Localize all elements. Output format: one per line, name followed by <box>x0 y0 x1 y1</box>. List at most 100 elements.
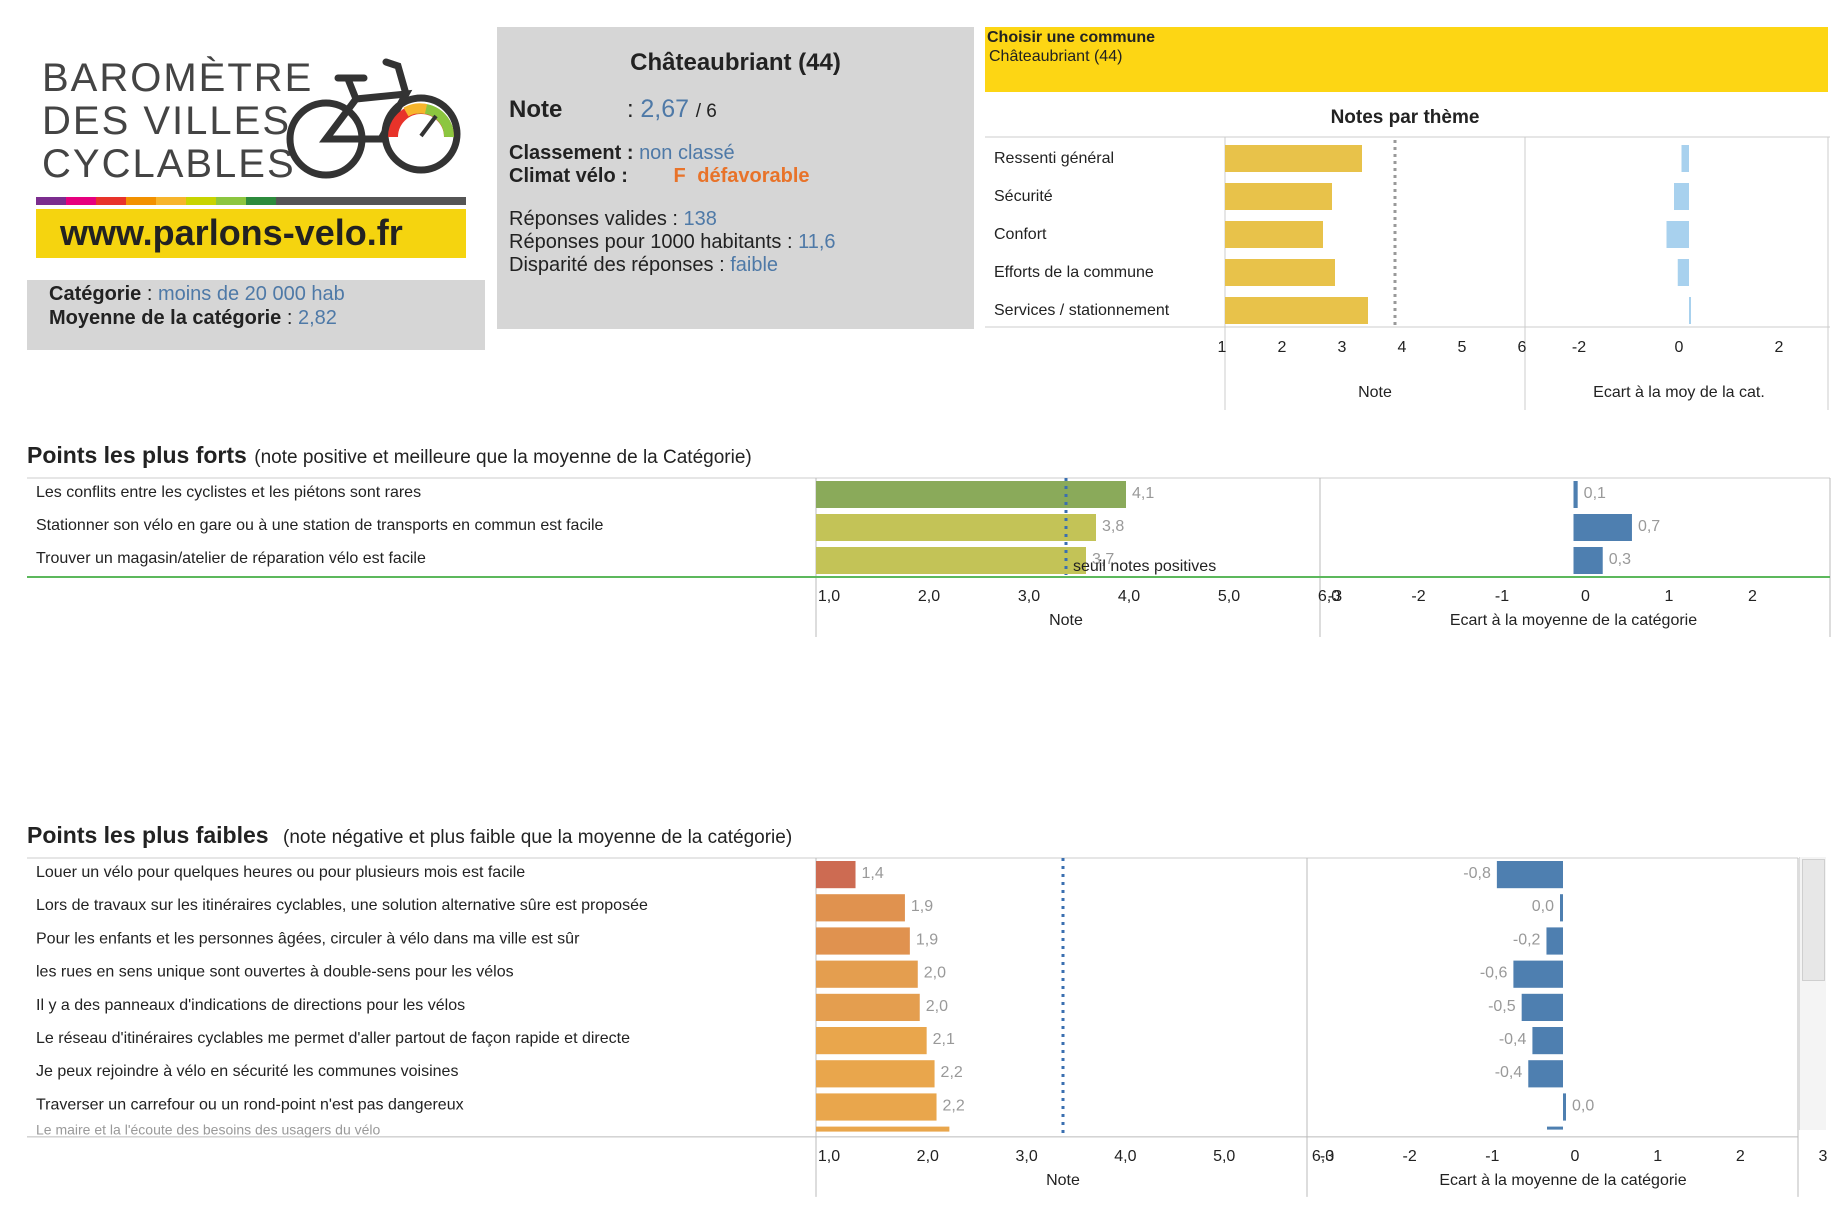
themes-note-tick: 2 <box>1278 339 1287 356</box>
category-average-row: Moyenne de la catégorie : 2,82 <box>49 307 337 329</box>
note-value: 2,67 <box>640 95 690 123</box>
themes-chart: 1 2 3 4 5 6 -2 0 2 Note Ecart à la moy de la cat. <box>985 136 1830 410</box>
weak-chart-partial-note-bar <box>816 1126 950 1132</box>
weak-chart-note-tick: 2,0 <box>917 1148 939 1165</box>
strong-chart-note-tick: 6,0 <box>1318 588 1340 605</box>
themes-note-axis-label: Note <box>1358 384 1392 401</box>
strong-chart-row-label-1: Stationner son vélo en gare ou à une sta… <box>36 517 604 534</box>
weak-chart-diff-value-3: -0,6 <box>1480 965 1508 982</box>
strong-chart-note-tick: 5,0 <box>1218 588 1240 605</box>
weak-chart-row-label-7: Traverser un carrefour ou un rond-point … <box>36 1096 464 1113</box>
logo-url-banner <box>36 209 466 258</box>
category-average-value: 2,82 <box>297 307 337 329</box>
strong-chart-note-value-0: 4,1 <box>1132 485 1154 502</box>
theme-note-bar-0 <box>1225 145 1362 172</box>
theme-diff-bar-1 <box>1674 183 1689 210</box>
strong-chart-threshold-label: seuil notes positives <box>1073 558 1216 575</box>
disparity-value: faible <box>730 254 779 276</box>
weak-chart-row-label-5: Le réseau d'itinéraires cyclables me per… <box>36 1030 630 1047</box>
weak-subtitle: (note négative et plus faible que la moy… <box>283 827 793 848</box>
weak-chart-diff-tick: -2 <box>1403 1148 1417 1165</box>
strong-chart-diff-tick: 1 <box>1665 588 1674 605</box>
weak-title: Points les plus faibles <box>27 822 269 848</box>
weak-chart-note-value-4: 2,0 <box>926 998 948 1015</box>
note-row: Note : 2,67 / 6 <box>509 95 717 123</box>
strong-chart-note-tick: 1,0 <box>818 588 840 605</box>
climate-grade: F <box>673 165 686 187</box>
commune-selector-value[interactable]: Châteaubriant (44) <box>989 48 1123 65</box>
theme-diff-bar-4 <box>1689 297 1691 324</box>
responses-label: Réponses valides : <box>509 208 678 230</box>
weak-scrollbar-thumb[interactable] <box>1802 859 1825 981</box>
summary-box: Châteaubriant (44) Note : 2,67 / 6 Class… <box>497 27 974 329</box>
weak-chart-diff-tick: 0 <box>1571 1148 1580 1165</box>
weak-chart-diff-bar-6 <box>1528 1060 1563 1088</box>
theme-note-bar-1 <box>1225 183 1332 210</box>
strong-chart-note-value-2: 3,7 <box>1092 551 1114 568</box>
strong-chart-diff-value-2: 0,3 <box>1609 551 1631 568</box>
weak-chart-note-value-1: 1,9 <box>911 898 933 915</box>
strong-chart-note-value-1: 3,8 <box>1102 518 1124 535</box>
weak-chart-note-value-2: 1,9 <box>916 931 938 948</box>
rank-row: Classement : non classé <box>509 142 735 165</box>
weak-chart-diff-tick: 3 <box>1819 1148 1828 1165</box>
disparity-row: Disparité des réponses : faible <box>509 254 778 277</box>
weak-chart-diff-bar-5 <box>1532 1027 1563 1055</box>
category-value: moins de 20 000 hab <box>157 283 345 305</box>
weak-chart-diff-axis-label: Ecart à la moyenne de la catégorie <box>1439 1172 1686 1189</box>
responses-value: 138 <box>683 208 717 230</box>
logo: BAROMÈTRE DES VILLES CYCLABLES www.parlo… <box>36 44 466 258</box>
theme-note-bar-2 <box>1225 221 1323 248</box>
weak-chart-partial-row-label: Le maire et la l'écoute des besoins des … <box>36 1122 381 1138</box>
weak-chart-diff-bar-2 <box>1546 927 1563 955</box>
commune-selector[interactable]: Choisir une commune Châteaubriant (44) <box>985 27 1828 92</box>
climate-value: défavorable <box>697 165 810 187</box>
strong-chart-note-tick: 2,0 <box>918 588 940 605</box>
strong-subtitle: (note positive et meilleure que la moyen… <box>254 447 752 468</box>
weak-chart-diff-bar-0 <box>1496 861 1563 889</box>
theme-label-0: Ressenti général <box>994 150 1115 167</box>
note-max: / 6 <box>695 101 717 122</box>
weak-chart-diff-bar-7 <box>1563 1093 1566 1121</box>
weak-chart: Louer un vélo pour quelques heures ou po… <box>27 857 1828 1197</box>
responses-row: Réponses valides : 138 <box>509 208 717 231</box>
themes-diff-axis-label: Ecart à la moy de la cat. <box>1593 384 1765 401</box>
strong-chart-diff-axis-label: Ecart à la moyenne de la catégorie <box>1450 612 1697 629</box>
strong-chart-row-label-0: Les conflits entre les cyclistes et les … <box>36 484 421 501</box>
strong-header: Points les plus forts (note positive et … <box>27 442 752 469</box>
themes-note-tick: 6 <box>1518 339 1527 356</box>
weak-chart-note-bar-4 <box>816 993 920 1021</box>
themes-note-tick: 1 <box>1218 339 1227 356</box>
weak-chart-note-bar-1 <box>816 894 905 922</box>
weak-chart-note-tick: 5,0 <box>1213 1148 1235 1165</box>
weak-chart-row-label-3: les rues en sens unique sont ouvertes à … <box>36 964 514 981</box>
weak-chart-row-label-2: Pour les enfants et les personnes âgées,… <box>36 930 580 947</box>
weak-chart-row-label-6: Je peux rejoindre à vélo en sécurité les… <box>36 1063 458 1080</box>
weak-chart-diff-tick: -3 <box>1320 1148 1334 1165</box>
weak-chart-diff-bar-4 <box>1521 993 1563 1021</box>
weak-scrollbar[interactable] <box>1799 857 1826 1130</box>
weak-chart-diff-value-4: -0,5 <box>1488 998 1516 1015</box>
color-stripe <box>36 197 466 205</box>
climate-row: Climat vélo : F défavorable <box>509 165 810 188</box>
strong-chart-diff-bar-0 <box>1573 481 1578 508</box>
rank-label: Classement : <box>509 142 634 164</box>
weak-chart-row-label-4: Il y a des panneaux d'indications de dir… <box>36 997 465 1014</box>
themes-diff-tick: 0 <box>1675 339 1684 356</box>
weak-chart-diff-bar-1 <box>1560 894 1563 922</box>
weak-chart-diff-value-2: -0,2 <box>1513 931 1541 948</box>
weak-chart-diff-tick: -1 <box>1485 1148 1499 1165</box>
strong-chart-diff-tick: 0 <box>1581 588 1590 605</box>
strong-chart-note-axis-label: Note <box>1049 612 1083 629</box>
weak-chart-note-bar-6 <box>816 1060 935 1088</box>
weak-chart-note-bar-5 <box>816 1027 927 1055</box>
strong-chart-diff-value-0: 0,1 <box>1584 485 1606 502</box>
strong-chart-note-bar-2 <box>816 547 1086 574</box>
city-title: Châteaubriant (44) <box>630 49 841 76</box>
theme-diff-bar-3 <box>1677 259 1689 286</box>
strong-chart-diff-value-1: 0,7 <box>1638 518 1660 535</box>
weak-chart-diff-value-0: -0,8 <box>1463 865 1491 882</box>
theme-label-3: Efforts de la commune <box>994 264 1154 281</box>
category-label: Catégorie <box>49 283 142 305</box>
strong-title: Points les plus forts <box>27 442 247 468</box>
